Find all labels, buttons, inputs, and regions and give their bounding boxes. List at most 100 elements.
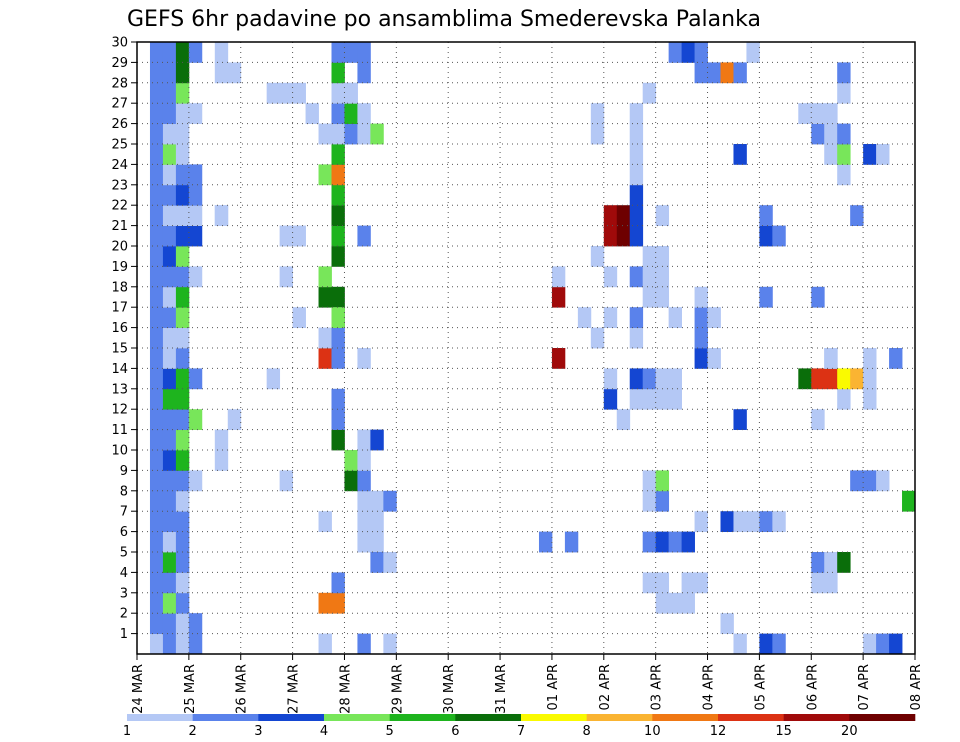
heatmap-cell [162, 164, 177, 186]
heatmap-cell [175, 613, 190, 634]
heatmap-cell [149, 633, 164, 655]
heatmap-cell [707, 307, 721, 328]
heatmap-cell [162, 429, 177, 451]
heatmap-cell [902, 490, 916, 512]
heatmap-cell [331, 327, 345, 349]
heatmap-cell [642, 490, 657, 512]
y-tick-label: 8 [120, 484, 128, 499]
heatmap-cell [733, 62, 747, 84]
heatmap-cell [188, 470, 203, 492]
heatmap-cell [370, 511, 384, 532]
heatmap-cell [188, 184, 203, 206]
heatmap-cell [214, 429, 229, 451]
heatmap-cell [694, 511, 708, 532]
colorbar-swatch [783, 714, 850, 721]
heatmap-cell [863, 633, 877, 655]
heatmap-cell [318, 592, 332, 614]
heatmap-cell [577, 307, 592, 328]
heatmap-cell [824, 348, 838, 369]
heatmap-cell [798, 368, 812, 390]
heatmap-cell [331, 388, 345, 410]
y-tick-label: 2 [120, 607, 128, 622]
heatmap-cell [175, 388, 190, 410]
heatmap-cell [175, 327, 190, 349]
heatmap-cell [590, 327, 605, 349]
heatmap-cell [357, 225, 371, 247]
heatmap-cell [149, 613, 164, 634]
heatmap-cell [162, 633, 177, 655]
heatmap-cell [162, 144, 177, 165]
heatmap-cell [318, 327, 332, 349]
heatmap-cell [564, 531, 579, 553]
heatmap-cell [331, 103, 345, 124]
heatmap-cell [175, 490, 190, 512]
heatmap-cell [149, 388, 164, 410]
heatmap-cell [188, 409, 203, 430]
colorbar-label: 8 [583, 724, 591, 739]
heatmap-cell [149, 429, 164, 451]
heatmap-cell [590, 246, 605, 267]
heatmap-cell [850, 368, 864, 390]
heatmap-cell [149, 225, 164, 247]
heatmap-cell [629, 388, 644, 410]
heatmap-cell [162, 613, 177, 634]
heatmap-cell [331, 246, 345, 267]
heatmap-cell [344, 103, 358, 124]
heatmap-cell [357, 123, 371, 145]
heatmap-cell [175, 348, 190, 369]
heatmap-cell [162, 307, 177, 328]
y-tick-label: 24 [111, 158, 128, 173]
heatmap-cell [603, 225, 618, 247]
y-tick-label: 13 [111, 382, 128, 397]
colorbar-swatch [192, 714, 259, 721]
heatmap-cell [837, 164, 851, 186]
y-tick-label: 30 [111, 36, 128, 51]
y-tick-label: 1 [120, 627, 128, 642]
heatmap-cell [551, 348, 566, 369]
heatmap-cell [811, 103, 825, 124]
heatmap-cell [175, 592, 190, 614]
heatmap-cell [811, 572, 825, 594]
heatmap-cell [733, 144, 747, 165]
heatmap-cell [331, 164, 345, 186]
heatmap-cell [837, 144, 851, 165]
heatmap-cell [175, 470, 190, 492]
heatmap-cell [149, 307, 164, 328]
x-tick-label: 29 MAR [390, 664, 405, 714]
heatmap-cell [655, 205, 670, 226]
heatmap-cell [331, 286, 345, 308]
heatmap-cell [629, 123, 644, 145]
y-tick-label: 19 [111, 260, 128, 275]
heatmap-cell [149, 470, 164, 492]
heatmap-cell [370, 123, 384, 145]
heatmap-cell [162, 62, 177, 84]
heatmap-cell [149, 450, 164, 471]
heatmap-cell [811, 286, 825, 308]
heatmap-cell [383, 552, 397, 573]
heatmap-cell [642, 246, 657, 267]
heatmap-cell [837, 368, 851, 390]
heatmap-cell [811, 368, 825, 390]
heatmap-cell [344, 123, 358, 145]
heatmap-cell [642, 388, 657, 410]
heatmap-cell [681, 42, 695, 63]
x-tick-label: 26 MAR [235, 664, 250, 714]
heatmap-cell [655, 246, 670, 267]
y-tick-label: 11 [111, 423, 128, 438]
heatmap-cell [694, 42, 708, 63]
heatmap-cell [331, 82, 345, 104]
heatmap-cell [357, 429, 371, 451]
heatmap-cell [681, 592, 695, 614]
heatmap-cell [175, 307, 190, 328]
colorbar-swatch [849, 714, 916, 721]
y-tick-label: 22 [111, 199, 128, 214]
heatmap-cell [175, 633, 190, 655]
heatmap-cell [331, 184, 345, 206]
heatmap-cell [370, 531, 384, 553]
heatmap-cell [344, 450, 358, 471]
y-tick-label: 6 [120, 525, 128, 540]
heatmap-cell [772, 225, 786, 247]
heatmap-cell [383, 633, 397, 655]
y-tick-label: 3 [120, 586, 128, 601]
x-tick-label: 03 APR [650, 664, 665, 710]
